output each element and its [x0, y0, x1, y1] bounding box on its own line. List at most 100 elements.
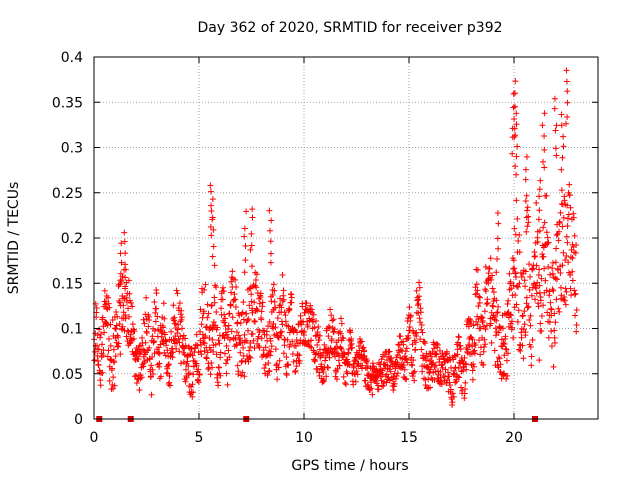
data-point	[383, 379, 390, 386]
data-point	[285, 362, 292, 369]
data-point	[320, 378, 327, 385]
peak-point	[122, 250, 129, 257]
data-point	[551, 334, 558, 341]
peak-point	[494, 210, 501, 217]
data-point	[435, 368, 442, 374]
data-point	[472, 342, 479, 349]
data-point	[110, 374, 117, 381]
data-point	[322, 354, 329, 361]
data-point	[404, 359, 411, 366]
peak-point	[541, 164, 548, 171]
peak-point	[495, 245, 502, 252]
data-point	[515, 238, 522, 245]
data-point	[495, 329, 502, 336]
data-point	[469, 376, 476, 383]
data-point	[418, 322, 425, 329]
peak-point	[537, 177, 544, 184]
data-point	[489, 302, 496, 309]
peak-point	[512, 163, 519, 170]
data-point	[513, 283, 520, 290]
data-point	[279, 271, 286, 278]
data-point	[570, 214, 577, 221]
data-point	[507, 278, 514, 285]
data-point	[234, 319, 241, 326]
data-point	[563, 288, 570, 295]
data-point	[484, 299, 491, 306]
data-point	[101, 287, 108, 294]
data-point	[442, 366, 449, 373]
peak-point	[249, 214, 256, 221]
data-point	[513, 301, 520, 308]
data-point	[472, 284, 479, 291]
data-point	[564, 239, 571, 246]
data-point	[217, 372, 224, 379]
peak-point	[511, 115, 518, 122]
data-point	[239, 309, 246, 316]
data-point	[215, 382, 222, 389]
data-point	[572, 250, 579, 257]
data-point	[331, 346, 338, 353]
data-point	[153, 305, 160, 312]
data-point	[437, 368, 444, 375]
x-tick-label: 15	[400, 430, 418, 446]
data-point	[401, 366, 408, 373]
data-point	[251, 318, 258, 325]
peak-point	[553, 152, 560, 159]
data-point	[469, 343, 476, 350]
data-point	[173, 287, 180, 294]
data-point	[561, 297, 568, 304]
peak-point	[513, 171, 520, 178]
data-point	[107, 321, 114, 328]
data-point	[274, 376, 281, 383]
data-point	[149, 353, 156, 360]
data-point	[391, 380, 398, 387]
data-point	[561, 197, 568, 204]
data-point	[486, 265, 493, 272]
data-point	[474, 266, 481, 273]
data-point	[417, 336, 424, 343]
data-point	[514, 318, 521, 325]
data-point	[279, 298, 286, 305]
data-point	[256, 329, 263, 336]
peak-point	[563, 67, 570, 74]
data-point	[113, 322, 120, 329]
peak-point	[122, 261, 129, 268]
data-point	[202, 281, 209, 288]
data-point	[516, 249, 523, 256]
data-point	[125, 305, 132, 312]
data-point	[189, 393, 196, 400]
data-point	[204, 349, 211, 356]
data-point	[463, 366, 470, 373]
data-point	[487, 320, 494, 327]
data-point	[403, 356, 410, 363]
data-point	[220, 284, 226, 291]
data-point	[527, 322, 534, 329]
data-point	[447, 386, 454, 393]
data-point	[525, 219, 532, 226]
data-point	[414, 302, 421, 309]
data-point	[536, 357, 543, 364]
peak-point	[267, 227, 274, 234]
data-point	[262, 344, 269, 351]
data-point	[150, 370, 157, 377]
data-point	[268, 298, 275, 305]
data-point	[481, 308, 488, 315]
data-point	[390, 387, 397, 394]
peak-point	[541, 146, 548, 153]
data-point	[221, 335, 228, 342]
data-point	[112, 353, 119, 360]
data-point	[232, 296, 239, 303]
data-point	[311, 324, 318, 331]
data-point	[261, 365, 268, 372]
data-point	[416, 284, 423, 291]
data-point	[304, 323, 311, 330]
data-point	[268, 343, 275, 350]
data-point	[511, 265, 518, 272]
data-point	[569, 268, 576, 275]
data-point	[481, 343, 488, 350]
data-point	[243, 337, 250, 344]
data-point	[471, 363, 478, 370]
y-tick-label: 0.35	[52, 95, 83, 111]
data-point	[138, 374, 145, 381]
data-point	[455, 339, 462, 346]
